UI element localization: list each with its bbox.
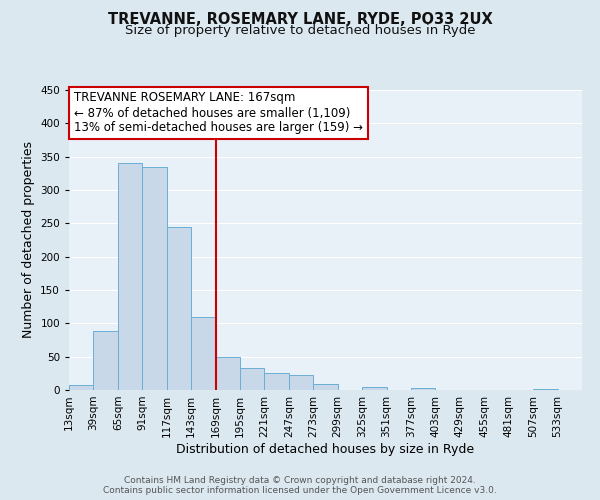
Bar bbox=[533, 388, 557, 390]
Text: Contains public sector information licensed under the Open Government Licence v3: Contains public sector information licen… bbox=[103, 486, 497, 495]
Bar bbox=[142, 166, 167, 390]
Text: Contains HM Land Registry data © Crown copyright and database right 2024.: Contains HM Land Registry data © Crown c… bbox=[124, 476, 476, 485]
Bar bbox=[313, 384, 338, 390]
Bar bbox=[362, 386, 386, 390]
Bar bbox=[69, 386, 94, 390]
Bar bbox=[289, 376, 313, 390]
Bar bbox=[240, 368, 265, 390]
Text: TREVANNE, ROSEMARY LANE, RYDE, PO33 2UX: TREVANNE, ROSEMARY LANE, RYDE, PO33 2UX bbox=[107, 12, 493, 28]
Bar bbox=[265, 372, 289, 390]
Bar bbox=[191, 316, 215, 390]
Text: Size of property relative to detached houses in Ryde: Size of property relative to detached ho… bbox=[125, 24, 475, 37]
Y-axis label: Number of detached properties: Number of detached properties bbox=[22, 142, 35, 338]
Bar bbox=[411, 388, 436, 390]
Bar bbox=[215, 356, 240, 390]
X-axis label: Distribution of detached houses by size in Ryde: Distribution of detached houses by size … bbox=[176, 442, 475, 456]
Bar bbox=[94, 330, 118, 390]
Text: TREVANNE ROSEMARY LANE: 167sqm
← 87% of detached houses are smaller (1,109)
13% : TREVANNE ROSEMARY LANE: 167sqm ← 87% of … bbox=[74, 92, 363, 134]
Bar bbox=[167, 226, 191, 390]
Bar bbox=[118, 162, 142, 390]
